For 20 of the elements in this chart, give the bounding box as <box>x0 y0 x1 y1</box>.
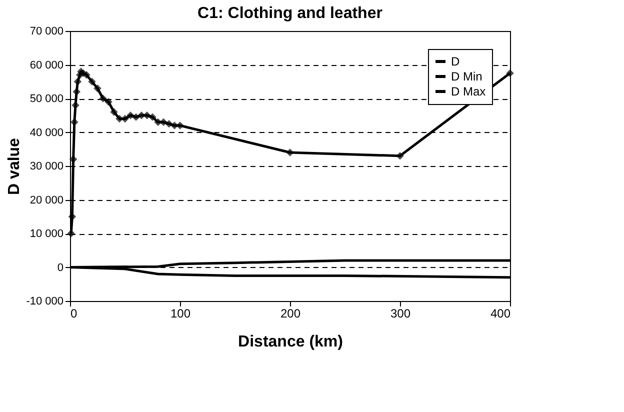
y-tick-label: 40 000 <box>30 126 64 139</box>
y-tick-label: 30 000 <box>30 160 64 172</box>
legend-label: D Min <box>451 70 482 84</box>
y-tick-label: 60 000 <box>30 59 64 72</box>
legend-label: D <box>451 54 460 68</box>
x-tick-label: 200 <box>280 306 301 320</box>
x-tick-label: 400 <box>490 306 511 320</box>
y-tick-label: 10 000 <box>30 228 64 240</box>
x-axis-title: Distance (km) <box>238 334 343 350</box>
x-tick-label: 300 <box>390 306 411 320</box>
y-tick-label: -10 000 <box>26 296 64 308</box>
y-tick-label: 0 <box>57 262 64 274</box>
legend-label: D Max <box>451 84 486 98</box>
x-tick-label: 0 <box>70 306 78 320</box>
y-tick-label: 20 000 <box>30 194 64 206</box>
y-tick-label: 50 000 <box>30 93 64 105</box>
x-tick-label: 100 <box>170 306 191 320</box>
chart-title: C1: Clothing and leather <box>198 5 382 22</box>
y-axis-title: D value <box>6 138 24 195</box>
y-tick-label: 70 000 <box>30 26 64 38</box>
